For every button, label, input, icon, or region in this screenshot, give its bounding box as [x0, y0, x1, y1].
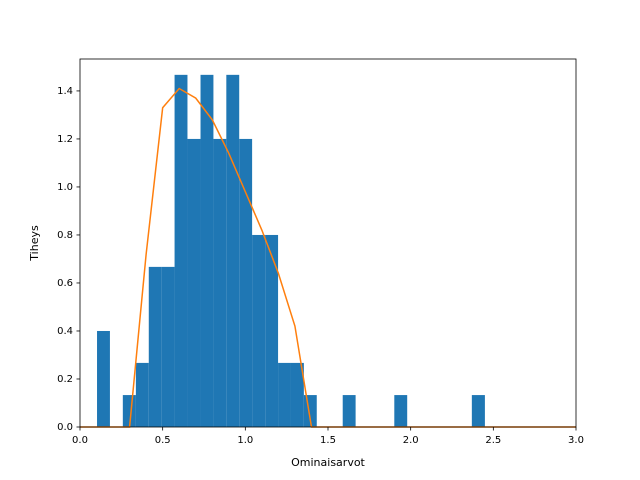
bar — [471, 395, 485, 427]
bar — [161, 266, 175, 427]
bar — [174, 74, 188, 427]
bar — [265, 234, 279, 427]
bar — [290, 362, 304, 427]
bar — [200, 74, 214, 427]
bar — [148, 266, 162, 427]
bar — [226, 74, 240, 427]
bar — [394, 395, 408, 427]
x-axis-label: Ominaisarvot — [291, 456, 365, 469]
x-tick-label: 1.5 — [320, 435, 336, 446]
bar — [213, 138, 227, 427]
y-tick-label: 0.0 — [57, 422, 73, 433]
x-tick-label: 0.0 — [72, 435, 88, 446]
bar — [342, 395, 356, 427]
x-tick-label: 2.5 — [485, 435, 501, 446]
bar — [135, 362, 149, 427]
y-tick-label: 1.4 — [57, 86, 73, 97]
x-tick-label: 3.0 — [568, 435, 584, 446]
y-axis-label: Tiheys — [28, 225, 41, 262]
bar — [97, 330, 110, 427]
x-tick-label: 1.0 — [237, 435, 253, 446]
y-tick-label: 1.2 — [57, 134, 73, 145]
bar — [187, 138, 201, 427]
y-tick-label: 0.2 — [57, 374, 73, 385]
bar — [252, 234, 266, 427]
y-tick-label: 0.8 — [57, 230, 73, 241]
x-tick-label: 0.5 — [155, 435, 171, 446]
bar — [239, 138, 253, 427]
y-tick-label: 0.6 — [57, 278, 73, 289]
y-tick-label: 0.4 — [57, 326, 73, 337]
y-tick-label: 1.0 — [57, 182, 73, 193]
x-tick-label: 2.0 — [403, 435, 419, 446]
bar — [278, 362, 291, 427]
